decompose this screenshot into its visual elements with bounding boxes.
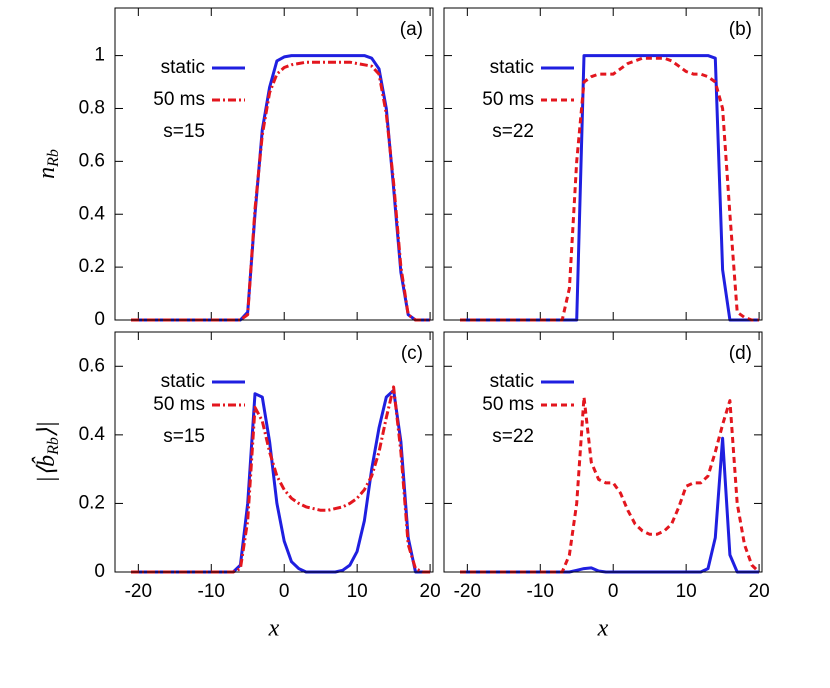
y-tick-label: 0.2 bbox=[79, 256, 105, 277]
x-tick-label: 20 bbox=[420, 581, 441, 602]
y-tick-label: 0.8 bbox=[79, 97, 105, 118]
panel-label: (a) bbox=[400, 19, 423, 40]
legend-label: 50 ms bbox=[153, 394, 205, 415]
x-tick-label: 10 bbox=[676, 581, 697, 602]
y-tick-label: 1 bbox=[94, 45, 105, 66]
plot-frame bbox=[443, 331, 763, 573]
x-tick-label: -10 bbox=[527, 581, 554, 602]
annotation: s=22 bbox=[492, 121, 534, 142]
plot-frame bbox=[114, 7, 434, 321]
panel-label: (b) bbox=[729, 19, 752, 40]
y-axis-label-sub: Rb bbox=[45, 437, 62, 456]
y-tick-label: 0.4 bbox=[79, 424, 106, 445]
x-tick-label: -10 bbox=[198, 581, 225, 602]
panel-label: (d) bbox=[729, 343, 752, 364]
panel: static 50 ms s=22 (b) bbox=[443, 7, 763, 322]
x-tick-label: -20 bbox=[125, 581, 152, 602]
x-tick-label: -20 bbox=[454, 581, 481, 602]
y-axis-label-main: n bbox=[34, 167, 60, 179]
x-tick-label: 0 bbox=[608, 581, 619, 602]
series-line bbox=[460, 395, 761, 574]
y-tick-label: 0.6 bbox=[79, 355, 105, 376]
legend-label: 50 ms bbox=[482, 394, 534, 415]
y-tick-label: 0.4 bbox=[79, 203, 106, 224]
panel: 0 0.2 0.4 0.6 0.8 1 static 50 ms s=15 (a) nRb bbox=[34, 7, 434, 330]
legend-label: static bbox=[490, 371, 534, 392]
x-tick-label: 10 bbox=[347, 581, 368, 602]
annotation: s=15 bbox=[163, 121, 205, 142]
y-tick-label: 0.2 bbox=[79, 492, 105, 513]
plot-frame bbox=[443, 7, 763, 321]
y-tick-label: 0.6 bbox=[79, 150, 105, 171]
legend-label: static bbox=[161, 371, 205, 392]
legend-label: static bbox=[490, 57, 534, 78]
x-axis-label: x bbox=[268, 616, 280, 642]
y-axis-label-main: |⟨b̂ bbox=[32, 455, 60, 483]
x-tick-label: 20 bbox=[749, 581, 770, 602]
y-axis-label-after: ⟩| bbox=[34, 421, 60, 437]
y-axis-label: |⟨b̂Rb⟩| bbox=[32, 421, 62, 483]
y-axis-label: nRb bbox=[34, 149, 62, 179]
annotation: s=22 bbox=[492, 426, 534, 447]
panel-label: (c) bbox=[401, 343, 423, 364]
legend-label: 50 ms bbox=[153, 89, 205, 110]
y-axis-label-sub: Rb bbox=[45, 149, 62, 168]
y-tick-label: 0 bbox=[94, 561, 105, 582]
x-axis-label: x bbox=[597, 616, 609, 642]
y-tick-label: 0 bbox=[94, 309, 105, 330]
legend-label: static bbox=[161, 57, 205, 78]
annotation: s=15 bbox=[163, 426, 205, 447]
legend-label: 50 ms bbox=[482, 89, 534, 110]
plot-frame bbox=[114, 331, 434, 573]
x-tick-label: 0 bbox=[279, 581, 290, 602]
